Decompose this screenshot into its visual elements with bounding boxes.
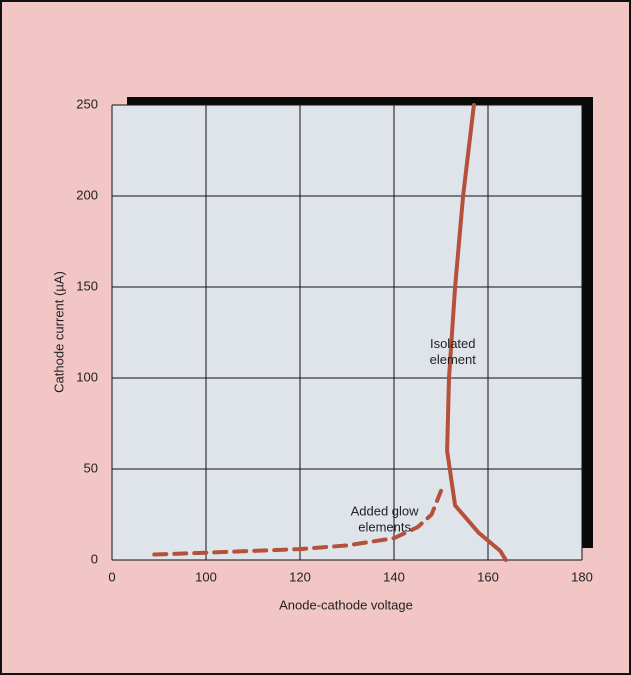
annotation-line: elements — [358, 520, 411, 535]
annotation-line: element — [430, 353, 477, 368]
annotation-line: Isolated — [430, 337, 476, 352]
annotation: Isolated element — [430, 337, 477, 368]
y-tick-label: 50 — [84, 460, 98, 475]
x-tick-label: 160 — [477, 569, 499, 584]
y-tick-label: 200 — [76, 187, 98, 202]
series-line — [445, 103, 508, 562]
x-axis-label: Anode-cathode voltage — [279, 597, 413, 612]
series-line — [152, 488, 443, 557]
y-tick-label: 150 — [76, 278, 98, 293]
y-tick-label: 100 — [76, 369, 98, 384]
annotation-line: Added glow — [351, 504, 420, 519]
annotation: Added glow elements — [351, 504, 420, 535]
x-tick-label: 180 — [571, 569, 593, 584]
x-tick-label: 120 — [289, 569, 311, 584]
x-tick-label: 140 — [383, 569, 405, 584]
x-tick-label: 100 — [195, 569, 217, 584]
plot-area — [112, 105, 582, 560]
y-tick-label: 0 — [91, 551, 98, 566]
y-tick-label: 250 — [76, 96, 98, 111]
y-axis-label: Cathode current (µA) — [51, 271, 66, 393]
x-tick-label: 0 — [108, 569, 115, 584]
